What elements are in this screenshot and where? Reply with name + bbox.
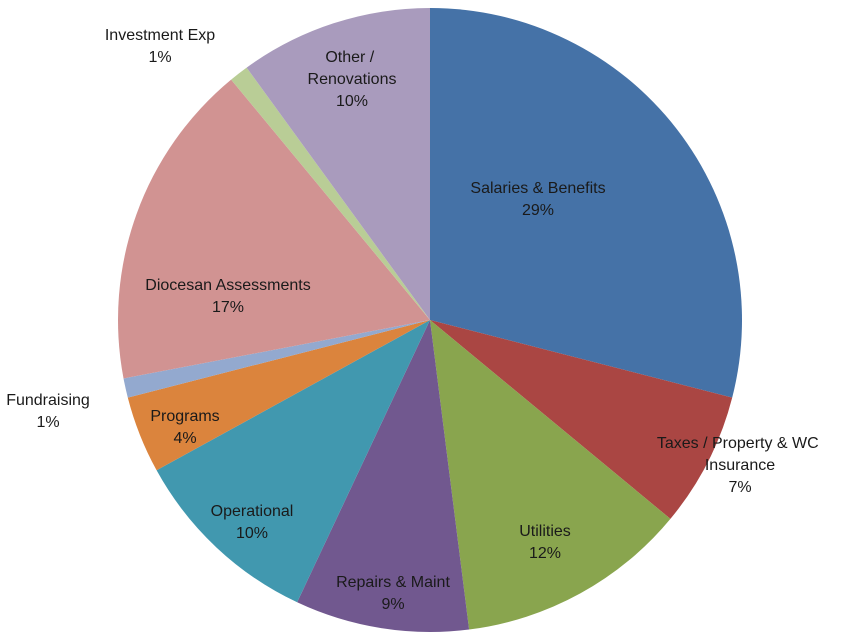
slice-label: Utilities	[519, 523, 571, 540]
pie-slice	[123, 320, 431, 398]
slice-label: Repairs & Maint	[336, 574, 450, 591]
slice-value-label: 7%	[728, 479, 751, 496]
slice-value-label: 1%	[148, 49, 171, 66]
slice-value-label: 29%	[522, 202, 554, 219]
slice-value-label: 9%	[381, 596, 404, 613]
pie-slice	[430, 8, 742, 398]
pie-slice	[430, 320, 671, 630]
pie-slice	[297, 320, 470, 632]
slice-label: Fundraising	[6, 392, 90, 409]
slice-label: Taxes / Property & WC Insurance	[657, 435, 823, 474]
pie-slice	[156, 320, 430, 603]
slice-label: Salaries & Benefits	[470, 180, 605, 197]
slice-label: Operational	[211, 503, 294, 520]
slice-value-label: 17%	[212, 299, 244, 316]
pie-slice	[430, 320, 733, 519]
slice-label: Investment Exp	[105, 27, 215, 44]
slice-value-label: 10%	[336, 93, 368, 110]
slice-value-label: 12%	[529, 545, 561, 562]
slice-value-label: 10%	[236, 525, 268, 542]
pie-slice	[117, 79, 430, 379]
slice-label: Other / Renovations	[308, 49, 397, 88]
slice-label: Programs	[150, 408, 219, 425]
pie-slice	[231, 67, 430, 320]
pie-slice	[246, 8, 430, 320]
slice-value-label: 1%	[36, 414, 59, 431]
pie-slice	[127, 320, 430, 471]
slice-value-label: 4%	[173, 430, 196, 447]
slice-label: Diocesan Assessments	[145, 277, 310, 294]
